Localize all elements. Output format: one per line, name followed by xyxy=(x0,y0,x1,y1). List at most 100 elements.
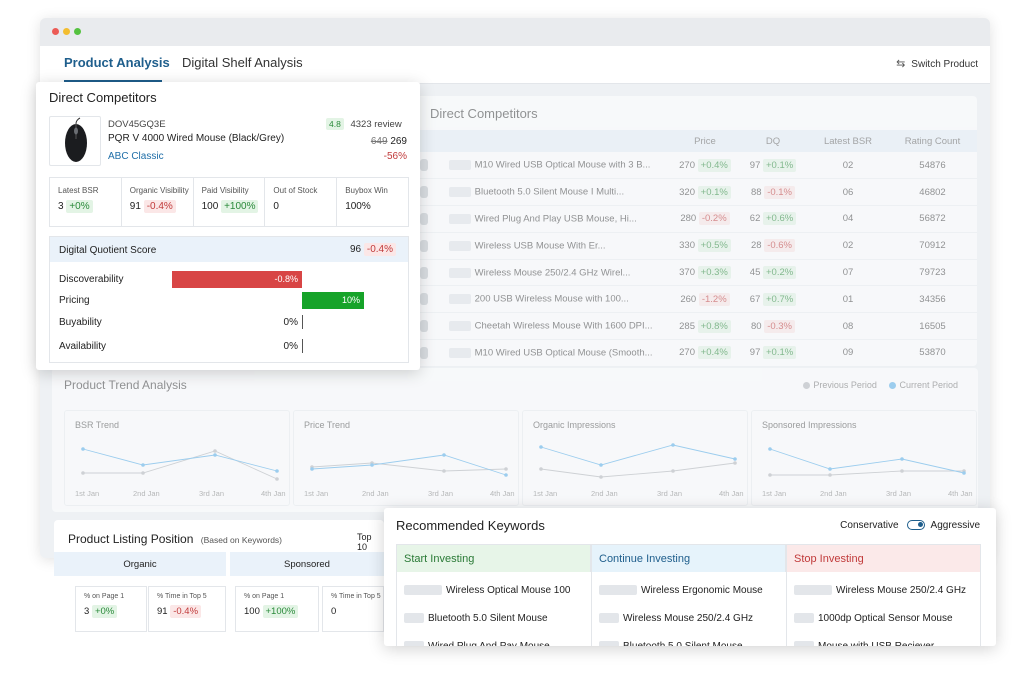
current-series-point xyxy=(504,473,508,477)
competitor-name: Bluetooth 5.0 Silent Mouse I Multi... xyxy=(474,186,625,198)
dq-score-box: Digital Quotient Score 96 -0.4% Discover… xyxy=(49,236,409,363)
current-series-point xyxy=(310,467,314,471)
column-dq[interactable]: DQ xyxy=(738,130,808,152)
price-value: 370 xyxy=(679,267,695,279)
keyword-item[interactable]: Wireless Mouse 250/2.4 GHz xyxy=(599,613,753,624)
keyword-text: Bluetooth 5.0 Silent Mouse xyxy=(428,613,548,624)
table-row[interactable]: 200 USB Wireless Mouse with 100... 260 -1… xyxy=(414,285,977,314)
table-row[interactable]: Bluetooth 5.0 Silent Mouse I Multi... 320… xyxy=(414,178,977,207)
rating-badge: 4.8 xyxy=(326,118,344,130)
metric-value: 100 xyxy=(201,201,219,212)
table-row[interactable]: Cheetah Wireless Mouse With 1600 DPI... 2… xyxy=(414,312,977,341)
price-value: 285 xyxy=(679,320,695,332)
dq-label-discoverability: Discoverability xyxy=(59,274,124,285)
product-image[interactable] xyxy=(49,116,101,166)
tab-product-analysis[interactable]: Product Analysis xyxy=(64,55,170,70)
previous-series-point xyxy=(671,469,675,473)
keyword-item[interactable]: Mouse with USB Reciever xyxy=(794,641,934,646)
dq-cell: 88 -0.1% xyxy=(738,178,808,207)
redacted-tag xyxy=(599,585,637,596)
switch-product-button[interactable]: ⇆ Switch Product xyxy=(896,57,978,70)
x-tick-label: 1st Jan xyxy=(762,489,787,498)
redacted-tag xyxy=(404,641,424,646)
price-area: 649 269 xyxy=(371,136,407,147)
price-delta: +0.4% xyxy=(697,158,731,172)
metric-delta: +100% xyxy=(221,200,259,213)
keyword-item[interactable]: 1000dp Optical Sensor Mouse xyxy=(794,613,953,624)
mode-toggle[interactable] xyxy=(906,520,925,531)
active-tab-indicator xyxy=(64,80,162,82)
dq-cell: 80 -0.3% xyxy=(738,312,808,341)
x-tick-label: 2nd Jan xyxy=(362,489,389,498)
close-dot[interactable] xyxy=(52,28,59,35)
current-series xyxy=(311,454,507,476)
keyword-text: Wireless Optical Mouse 100 xyxy=(446,585,571,596)
current-series-point xyxy=(671,443,675,447)
mode-aggressive[interactable]: Aggressive xyxy=(930,520,980,531)
x-tick-label: 4th Jan xyxy=(948,489,973,498)
trend-lines xyxy=(768,447,966,477)
trend-panel: Product Trend Analysis Previous Period C… xyxy=(52,368,978,512)
redacted-brand xyxy=(448,347,471,358)
keyword-text: Mouse with USB Reciever xyxy=(818,641,934,646)
trend-chart: BSR Trend 1st Jan 2nd Jan 3rd Jan 4th Jan xyxy=(64,410,290,506)
column-latest-bsr[interactable]: Latest BSR xyxy=(808,130,888,152)
dq-cell: 67 +0.7% xyxy=(738,285,808,314)
dq-tick-buyability xyxy=(302,315,303,329)
table-row[interactable]: Wireless USB Mouse With Er... 330 +0.5% 28… xyxy=(414,232,977,260)
tab-digital-shelf-analysis[interactable]: Digital Shelf Analysis xyxy=(182,55,303,70)
current-series xyxy=(769,448,965,474)
dq-delta: -0.6% xyxy=(764,239,796,253)
keyword-item[interactable]: Wireless Mouse 250/2.4 GHz xyxy=(794,585,966,596)
dq-delta: +0.1% xyxy=(763,158,797,172)
dq-value: 45 xyxy=(749,267,761,279)
rating-area: 4.8 4323 review xyxy=(326,118,402,130)
previous-series xyxy=(540,462,736,478)
price-delta: +0.5% xyxy=(697,239,731,253)
bsr-cell: 02 xyxy=(808,232,888,260)
competitor-cell: Wireless USB Mouse With Er... xyxy=(414,232,672,260)
dq-label-availability: Availability xyxy=(59,341,107,352)
competitor-name: M10 Wired USB Optical Mouse (Smooth... xyxy=(474,347,653,359)
previous-series-point xyxy=(504,467,508,471)
competitor-name: Cheetah Wireless Mouse With 1600 DPI... xyxy=(474,320,653,332)
table-row[interactable]: M10 Wired USB Optical Mouse (Smooth... 27… xyxy=(414,339,977,367)
listing-title-text: Product Listing Position xyxy=(68,532,194,546)
keyword-item[interactable]: Wired Plug And Pay Mouse xyxy=(404,641,550,646)
mode-conservative[interactable]: Conservative xyxy=(840,520,899,531)
keyword-item[interactable]: Bluetooth 5.0 Silent Mouse xyxy=(404,613,548,624)
metric-delta: +0% xyxy=(66,200,93,213)
keyword-item[interactable]: Wireless Optical Mouse 100 xyxy=(404,585,571,596)
price-cell: 260 -1.2% xyxy=(672,285,738,314)
column-price[interactable]: Price xyxy=(672,130,738,152)
bsr-cell: 07 xyxy=(808,259,888,287)
table-row[interactable]: M10 Wired USB Optical Mouse with 3 B... 2… xyxy=(414,152,977,180)
dq-value: 67 xyxy=(749,293,761,305)
competitor-cell: Bluetooth 5.0 Silent Mouse I Multi... xyxy=(414,178,672,207)
competitor-cell: M10 Wired USB Optical Mouse with 3 B... xyxy=(414,152,672,180)
rating-cell: 70912 xyxy=(888,232,977,260)
trend-chart-title: Sponsored Impressions xyxy=(762,420,857,430)
organic-top5-box: % Time in Top 5 91 -0.4% xyxy=(148,586,226,632)
competitor-cell: 200 USB Wireless Mouse with 100... xyxy=(414,285,672,314)
table-row[interactable]: Wired Plug And Play USB Mouse, Hi... 280 … xyxy=(414,205,977,233)
product-thumbnail xyxy=(420,159,428,172)
column-rating-count[interactable]: Rating Count xyxy=(888,130,977,152)
keyword-item[interactable]: Bluetooth 5.0 Silent Mouse xyxy=(599,641,743,646)
x-tick-label: 3rd Jan xyxy=(428,489,454,498)
keyword-text: Bluetooth 5.0 Silent Mouse xyxy=(623,641,743,646)
brand-link[interactable]: ABC Classic xyxy=(108,151,164,162)
keyword-item[interactable]: Wireless Ergonomic Mouse xyxy=(599,585,763,596)
sponsored-top5-value: 0 xyxy=(331,606,337,617)
redacted-brand xyxy=(448,267,471,278)
minimize-dot[interactable] xyxy=(63,28,70,35)
current-series xyxy=(82,448,278,472)
maximize-dot[interactable] xyxy=(74,28,81,35)
old-price: 649 xyxy=(370,136,388,147)
price-cell: 280 -0.2% xyxy=(672,205,738,233)
current-series-point xyxy=(275,469,279,473)
metric-out-of-stock: Out of Stock 0 xyxy=(265,178,338,226)
table-row[interactable]: Wireless Mouse 250/2.4 GHz Wirel... 370 +… xyxy=(414,259,977,287)
price-delta: +0.1% xyxy=(697,185,731,199)
previous-series-point xyxy=(141,471,145,475)
